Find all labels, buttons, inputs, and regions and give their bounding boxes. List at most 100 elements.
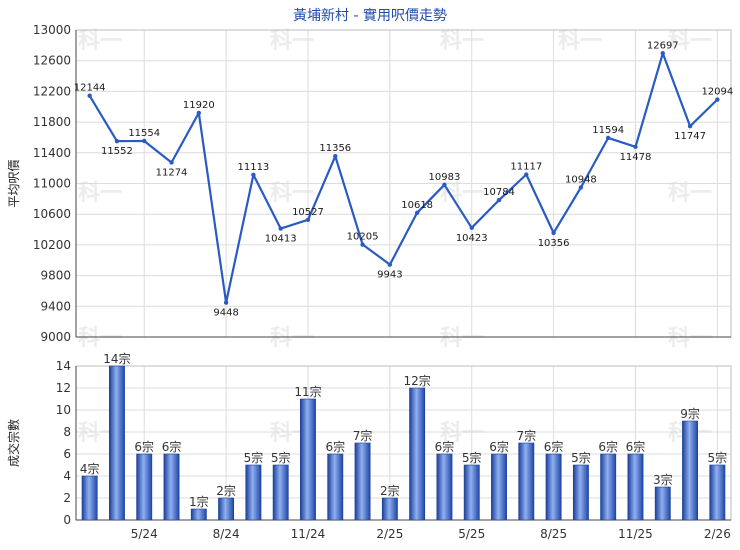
price-point (278, 226, 283, 231)
volume-data-label: 12宗 (404, 373, 431, 388)
price-data-label: 10205 (347, 232, 379, 243)
volume-bar (245, 464, 262, 521)
volume-bar (190, 508, 207, 521)
x-tick-label: 8/24 (213, 527, 240, 541)
volume-bar (436, 453, 453, 521)
price-point (87, 93, 92, 98)
price-point (114, 138, 120, 144)
volume-data-label: 6宗 (544, 439, 564, 454)
price-point (496, 197, 502, 203)
volume-y-tick-label: 10 (56, 403, 71, 417)
volume-bar (654, 486, 671, 521)
volume-bar (518, 442, 535, 521)
price-data-label: 11747 (674, 131, 706, 142)
watermark-text: 科一 (440, 181, 484, 206)
price-point (469, 225, 474, 230)
price-point (333, 153, 338, 159)
volume-data-label: 6宗 (162, 439, 182, 454)
volume-data-label: 6宗 (435, 439, 455, 454)
watermark-text: 科一 (270, 181, 314, 206)
volume-y-tick-label: 12 (56, 381, 71, 395)
price-point (142, 138, 147, 144)
x-tick-label: 11/24 (291, 527, 326, 541)
price-data-label: 12094 (701, 87, 733, 98)
volume-bar (572, 464, 589, 521)
volume-data-label: 5宗 (244, 450, 264, 465)
volume-data-label: 7宗 (516, 428, 536, 443)
price-data-label: 12697 (647, 40, 679, 51)
price-y-tick-label: 13000 (33, 23, 71, 37)
price-y-tick-label: 12600 (33, 54, 71, 68)
volume-bar (136, 453, 153, 521)
price-point (305, 217, 311, 223)
watermark-text: 科一 (440, 421, 484, 446)
watermark-text: 科一 (270, 326, 314, 351)
price-data-label: 11117 (510, 162, 542, 173)
price-point (551, 230, 556, 236)
price-data-label: 10948 (565, 174, 597, 185)
price-point (414, 210, 420, 216)
price-y-axis-title: 平均呎價 (7, 159, 21, 207)
volume-data-label: 5宗 (571, 450, 591, 465)
volume-data-label: 3宗 (653, 472, 673, 487)
price-point (660, 51, 665, 56)
volume-bar (545, 453, 562, 521)
volume-bar (300, 398, 316, 521)
volume-y-tick-label: 0 (63, 513, 71, 527)
volume-data-label: 5宗 (462, 450, 482, 465)
price-data-label: 10983 (429, 172, 461, 183)
volume-data-label: 6宗 (489, 439, 509, 454)
volume-data-label: 4宗 (80, 461, 100, 476)
volume-bar (709, 464, 726, 521)
price-y-tick-label: 11400 (33, 146, 71, 160)
volume-bar (600, 453, 617, 521)
volume-y-axis-title: 成交宗數 (6, 419, 21, 467)
volume-bar (108, 365, 125, 521)
volume-data-label: 14宗 (103, 351, 130, 366)
volume-data-label: 11宗 (294, 384, 321, 399)
volume-bar (627, 453, 644, 521)
price-data-label: 12144 (74, 83, 106, 94)
price-data-label: 11113 (237, 162, 269, 173)
watermark-text: 科一 (78, 29, 122, 54)
watermark-text: 科一 (440, 326, 484, 351)
price-y-tick-label: 9000 (40, 330, 71, 344)
volume-bar (463, 464, 480, 521)
volume-data-label: 6宗 (325, 439, 345, 454)
price-point (223, 300, 229, 305)
volume-bar (218, 497, 235, 521)
price-point (196, 110, 202, 116)
price-data-label: 10356 (538, 238, 570, 249)
volume-y-tick-label: 6 (63, 447, 71, 461)
watermark-text: 科一 (78, 326, 122, 351)
price-data-label: 10527 (292, 207, 324, 218)
volume-y-tick-label: 4 (63, 469, 71, 483)
watermark-text: 科一 (668, 326, 712, 351)
price-data-label: 11594 (592, 125, 624, 136)
x-tick-label: 5/24 (131, 527, 158, 541)
volume-bar (409, 387, 426, 521)
x-tick-label: 8/25 (540, 527, 567, 541)
volume-data-label: 2宗 (216, 483, 236, 498)
price-point (387, 262, 393, 267)
x-tick-label: 5/25 (458, 527, 485, 541)
volume-y-tick-label: 8 (63, 425, 71, 439)
price-data-label: 11552 (101, 146, 133, 157)
price-data-label: 11478 (620, 152, 652, 163)
price-point (605, 135, 611, 141)
price-data-label: 11274 (156, 167, 188, 178)
watermark-text: 科一 (558, 29, 602, 54)
volume-bar (381, 497, 398, 521)
volume-bar (163, 453, 180, 521)
x-tick-label: 2/25 (376, 527, 403, 541)
price-data-label: 11920 (183, 100, 215, 111)
price-point (687, 123, 693, 129)
price-y-tick-label: 10600 (33, 207, 71, 221)
volume-bar (491, 453, 507, 521)
price-point (251, 172, 256, 178)
watermark-text: 科一 (668, 29, 712, 54)
price-y-tick-label: 9400 (40, 299, 71, 313)
volume-data-label: 6宗 (598, 439, 618, 454)
price-data-label: 10413 (265, 234, 297, 245)
